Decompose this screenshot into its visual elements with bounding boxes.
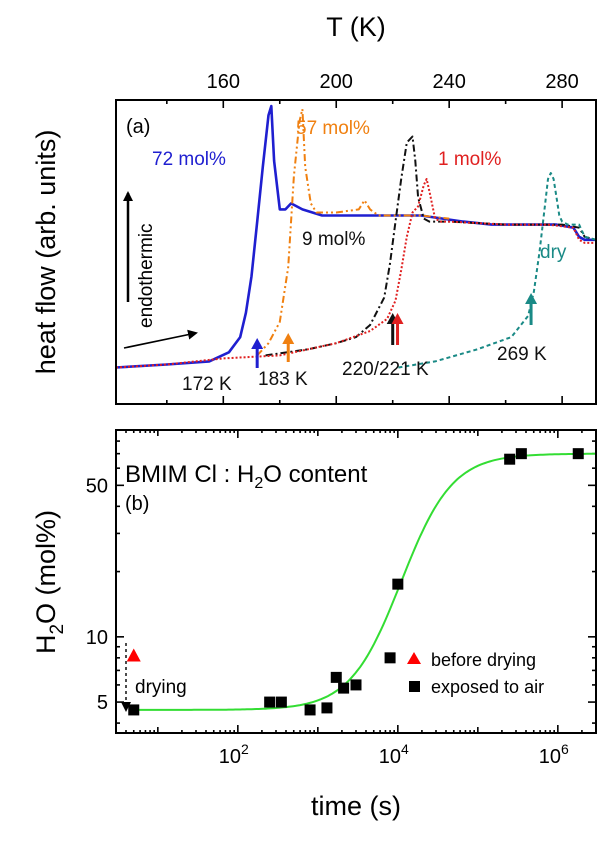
label-220-221K: 220/221 K bbox=[342, 359, 429, 380]
panel-a-ticks: 160 200 240 280 bbox=[166, 71, 579, 404]
exposed-to-air-point bbox=[128, 704, 140, 716]
exposed-to-air-point bbox=[350, 679, 362, 691]
heating-direction-arrow bbox=[123, 329, 198, 349]
exposed-to-air-point bbox=[321, 702, 333, 714]
legend-exposed-to-air: exposed to air bbox=[431, 677, 544, 697]
exposed-to-air-point bbox=[384, 652, 396, 664]
transition-arrow-head bbox=[282, 333, 295, 344]
legend-triangle-marker bbox=[407, 652, 421, 664]
y-tick-label: 50 bbox=[86, 475, 108, 497]
transition-arrow-head bbox=[391, 313, 404, 324]
panel-b-label: (b) bbox=[125, 493, 149, 515]
y-tick-label: 10 bbox=[86, 627, 108, 649]
before-drying-point bbox=[126, 648, 141, 662]
exposed-to-air-point bbox=[275, 696, 287, 708]
panel-b-title: BMIM Cl : H2O content bbox=[125, 461, 368, 492]
exposed-to-air-point bbox=[572, 448, 584, 460]
panel-a-frame bbox=[115, 99, 597, 405]
panel-a-ylabel: heat flow (arb. units) bbox=[31, 130, 61, 375]
legend-before-drying: before drying bbox=[431, 650, 536, 670]
x-tick-label: 106 bbox=[539, 741, 569, 768]
endothermic-label: endothermic bbox=[136, 223, 157, 328]
exposed-to-air-point bbox=[304, 704, 316, 716]
panel-b-xlabel: time (s) bbox=[311, 791, 401, 821]
label-269K: 269 K bbox=[497, 344, 547, 365]
panel-b-frame bbox=[115, 429, 597, 734]
label-9-mol: 9 mol% bbox=[302, 229, 365, 250]
label-72-mol: 72 mol% bbox=[152, 149, 226, 170]
exposed-to-air-point bbox=[515, 448, 527, 460]
label-1-mol: 1 mol% bbox=[438, 149, 501, 170]
sigmoid-fit-curve bbox=[133, 452, 596, 711]
transition-arrow-head bbox=[251, 338, 264, 349]
label-dry: dry bbox=[540, 242, 567, 263]
panel-b-ylabel: H2O (mol%) bbox=[31, 510, 68, 654]
exposed-to-air-point bbox=[338, 682, 350, 694]
top-axis-title: T (K) bbox=[326, 12, 386, 42]
y-tick-label: 5 bbox=[97, 692, 108, 714]
panel-a: T (K) 160 200 240 280 heat flow (arb. units… bbox=[31, 12, 597, 405]
panel-a-series bbox=[115, 104, 597, 369]
legend: before drying exposed to air bbox=[407, 650, 544, 697]
top-tick-label: 280 bbox=[545, 71, 578, 93]
panel-a-label: (a) bbox=[126, 116, 150, 138]
transition-arrows bbox=[251, 293, 538, 368]
series-line-3 bbox=[115, 178, 596, 369]
exposed-to-air-point bbox=[330, 671, 342, 683]
transition-arrow-head bbox=[525, 293, 538, 304]
series-line-4 bbox=[398, 172, 597, 369]
exposed-to-air-point bbox=[264, 696, 276, 708]
label-172K: 172 K bbox=[182, 374, 232, 395]
panel-b: 102 104 106 5 10 50 BMIM Cl : H2O content (b)… bbox=[31, 429, 597, 821]
exposed-to-air-point bbox=[504, 453, 516, 465]
drying-label: drying bbox=[135, 677, 187, 698]
top-tick-label: 160 bbox=[207, 71, 240, 93]
panel-b-points bbox=[126, 448, 584, 716]
top-tick-label: 200 bbox=[320, 71, 353, 93]
label-183K: 183 K bbox=[258, 369, 308, 390]
label-57-mol: 57 mol% bbox=[296, 118, 370, 139]
legend-square-marker bbox=[409, 681, 420, 692]
x-tick-label: 104 bbox=[379, 741, 409, 768]
x-tick-label: 102 bbox=[219, 741, 249, 768]
exposed-to-air-point bbox=[392, 578, 404, 590]
top-tick-label: 240 bbox=[432, 71, 465, 93]
